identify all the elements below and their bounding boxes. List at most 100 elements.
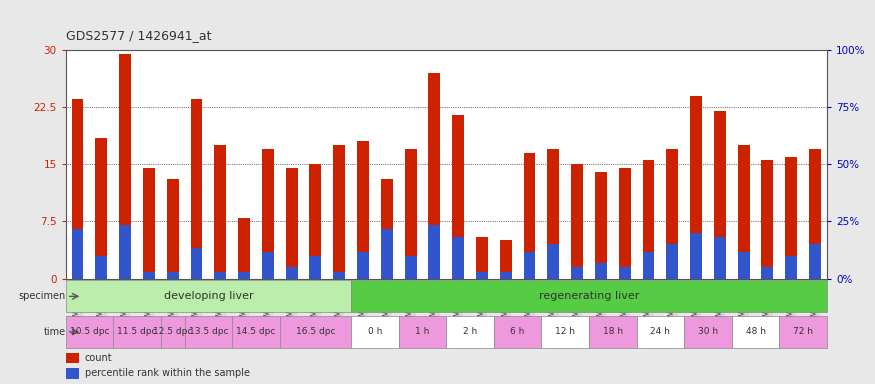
Bar	[523, 153, 536, 278]
Bar	[476, 237, 488, 278]
Text: developing liver: developing liver	[164, 291, 253, 301]
Text: specimen: specimen	[18, 291, 66, 301]
Bar	[619, 168, 631, 278]
Bar	[493, 316, 542, 348]
Bar	[571, 164, 583, 278]
Text: 24 h: 24 h	[650, 328, 670, 336]
Text: 12.5 dpc: 12.5 dpc	[153, 328, 192, 336]
Bar	[185, 316, 232, 348]
Bar	[714, 111, 725, 278]
Text: percentile rank within the sample: percentile rank within the sample	[85, 369, 249, 379]
Bar	[666, 244, 678, 278]
Bar	[167, 273, 178, 278]
Text: 2 h: 2 h	[463, 328, 477, 336]
Bar	[809, 244, 821, 278]
Bar	[809, 149, 821, 278]
Text: 72 h: 72 h	[793, 328, 813, 336]
Bar	[167, 179, 178, 278]
Bar	[637, 316, 684, 348]
Bar	[161, 316, 185, 348]
Bar	[238, 218, 250, 278]
Bar	[232, 316, 280, 348]
Bar	[642, 252, 654, 278]
Bar	[66, 316, 113, 348]
Text: time: time	[44, 327, 66, 337]
Bar	[381, 229, 393, 278]
Bar	[285, 267, 298, 278]
Bar	[381, 179, 393, 278]
Text: 12 h: 12 h	[556, 328, 575, 336]
Bar	[351, 280, 827, 312]
Text: count: count	[85, 353, 112, 363]
Bar	[429, 73, 440, 278]
Bar	[404, 256, 416, 278]
Bar	[500, 273, 512, 278]
Bar	[66, 353, 80, 363]
Text: 18 h: 18 h	[603, 328, 623, 336]
Bar	[452, 115, 464, 278]
Bar	[66, 368, 80, 379]
Bar	[72, 229, 83, 278]
Bar	[113, 316, 161, 348]
Text: 16.5 dpc: 16.5 dpc	[296, 328, 335, 336]
Text: 14.5 dpc: 14.5 dpc	[236, 328, 276, 336]
Bar	[761, 267, 774, 278]
Bar	[262, 252, 274, 278]
Text: GDS2577 / 1426941_at: GDS2577 / 1426941_at	[66, 29, 211, 42]
Text: 11.5 dpc: 11.5 dpc	[117, 328, 157, 336]
Text: 10.5 dpc: 10.5 dpc	[70, 328, 109, 336]
Bar	[785, 256, 797, 278]
Text: 1 h: 1 h	[416, 328, 430, 336]
Bar	[738, 145, 750, 278]
Bar	[191, 248, 202, 278]
Bar	[119, 54, 131, 278]
Bar	[595, 172, 607, 278]
Bar	[548, 149, 559, 278]
Bar	[357, 252, 369, 278]
Bar	[684, 316, 732, 348]
Bar	[404, 149, 416, 278]
Bar	[446, 316, 493, 348]
Bar	[523, 252, 536, 278]
Bar	[542, 316, 589, 348]
Bar	[351, 316, 399, 348]
Bar	[571, 267, 583, 278]
Bar	[310, 256, 321, 278]
Bar	[95, 137, 108, 278]
Bar	[642, 161, 654, 278]
Bar	[238, 273, 250, 278]
Bar	[333, 273, 345, 278]
Text: 6 h: 6 h	[510, 328, 525, 336]
Bar	[191, 99, 202, 278]
Bar	[95, 256, 108, 278]
Bar	[732, 316, 780, 348]
Bar	[666, 149, 678, 278]
Bar	[66, 280, 351, 312]
Bar	[780, 316, 827, 348]
Bar	[452, 237, 464, 278]
Bar	[262, 149, 274, 278]
Text: 0 h: 0 h	[368, 328, 382, 336]
Bar	[429, 225, 440, 278]
Bar	[214, 273, 227, 278]
Bar	[761, 161, 774, 278]
Bar	[785, 157, 797, 278]
Text: 30 h: 30 h	[698, 328, 718, 336]
Bar	[357, 141, 369, 278]
Bar	[548, 244, 559, 278]
Bar	[119, 225, 131, 278]
Bar	[214, 145, 227, 278]
Bar	[500, 240, 512, 278]
Bar	[72, 99, 83, 278]
Text: regenerating liver: regenerating liver	[539, 291, 639, 301]
Bar	[738, 252, 750, 278]
Bar	[589, 316, 637, 348]
Bar	[619, 267, 631, 278]
Text: 13.5 dpc: 13.5 dpc	[189, 328, 228, 336]
Bar	[310, 164, 321, 278]
Bar	[143, 168, 155, 278]
Bar	[690, 96, 702, 278]
Bar	[595, 263, 607, 278]
Text: 48 h: 48 h	[746, 328, 766, 336]
Bar	[399, 316, 446, 348]
